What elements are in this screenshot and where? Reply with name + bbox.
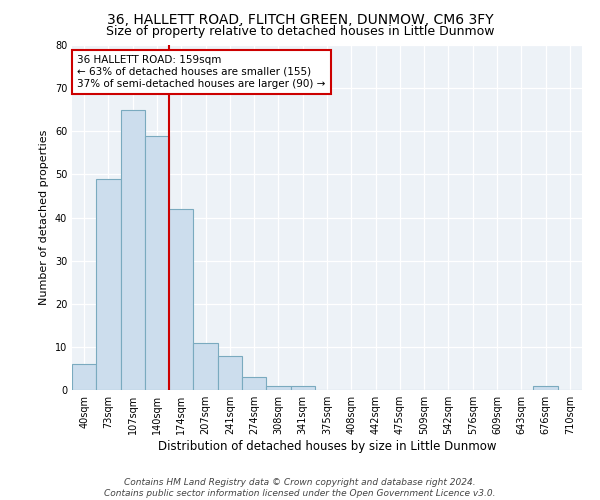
Text: Contains HM Land Registry data © Crown copyright and database right 2024.
Contai: Contains HM Land Registry data © Crown c… (104, 478, 496, 498)
X-axis label: Distribution of detached houses by size in Little Dunmow: Distribution of detached houses by size … (158, 440, 496, 453)
Bar (218, 356, 242, 390)
Text: 36 HALLETT ROAD: 159sqm
← 63% of detached houses are smaller (155)
37% of semi-d: 36 HALLETT ROAD: 159sqm ← 63% of detache… (77, 56, 325, 88)
Bar (96, 178, 121, 390)
Bar (533, 386, 558, 390)
Bar (242, 377, 266, 390)
Bar (193, 342, 218, 390)
Text: 36, HALLETT ROAD, FLITCH GREEN, DUNMOW, CM6 3FY: 36, HALLETT ROAD, FLITCH GREEN, DUNMOW, … (107, 12, 493, 26)
Text: Size of property relative to detached houses in Little Dunmow: Size of property relative to detached ho… (106, 25, 494, 38)
Bar (266, 386, 290, 390)
Bar (72, 364, 96, 390)
Bar (169, 209, 193, 390)
Y-axis label: Number of detached properties: Number of detached properties (39, 130, 49, 305)
Bar (121, 110, 145, 390)
Bar (145, 136, 169, 390)
Bar (290, 386, 315, 390)
